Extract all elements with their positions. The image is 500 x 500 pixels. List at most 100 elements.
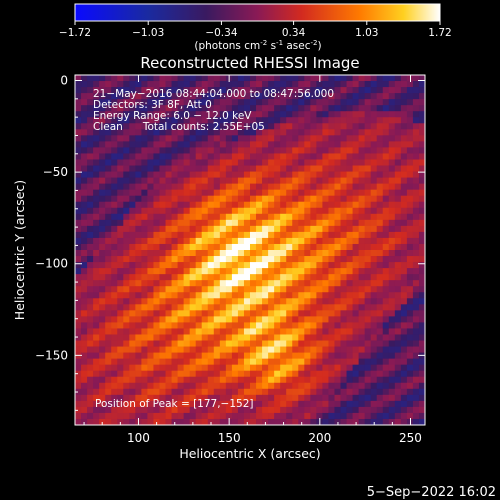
heatmap-cell bbox=[322, 231, 329, 239]
heatmap-cell bbox=[225, 352, 233, 360]
heatmap-cell bbox=[340, 231, 347, 239]
heatmap-cell bbox=[352, 123, 360, 130]
heatmap-cell bbox=[382, 111, 390, 118]
heatmap-cell bbox=[370, 153, 378, 160]
heatmap-cell bbox=[153, 322, 160, 329]
heatmap-cell bbox=[250, 243, 257, 251]
heatmap-cell bbox=[243, 129, 251, 136]
heatmap-cell bbox=[394, 93, 402, 100]
heatmap-cell bbox=[298, 328, 305, 335]
heatmap-cell bbox=[177, 207, 185, 215]
heatmap-cell bbox=[346, 388, 353, 396]
heatmap-cell bbox=[225, 328, 233, 335]
heatmap-cell bbox=[376, 358, 384, 366]
heatmap-cell bbox=[87, 262, 94, 269]
heatmap-cell bbox=[129, 310, 136, 317]
heatmap-cell bbox=[292, 111, 299, 118]
heatmap-cell bbox=[243, 280, 251, 287]
heatmap-cell bbox=[159, 213, 166, 221]
heatmap-cell bbox=[213, 225, 221, 233]
heatmap-cell bbox=[328, 189, 335, 197]
heatmap-cell bbox=[268, 141, 275, 148]
heatmap-cell bbox=[262, 340, 269, 347]
heatmap-cell bbox=[93, 177, 100, 185]
heatmap-cell bbox=[322, 250, 329, 257]
heatmap-cell bbox=[183, 195, 191, 203]
heatmap-cell bbox=[388, 111, 396, 118]
heatmap-cell bbox=[328, 364, 335, 372]
heatmap-cell bbox=[159, 99, 166, 106]
heatmap-cell bbox=[99, 322, 106, 329]
heatmap-cell bbox=[219, 243, 227, 251]
heatmap-cell bbox=[364, 382, 372, 390]
heatmap-cell bbox=[250, 105, 257, 112]
heatmap-cell bbox=[237, 237, 245, 245]
heatmap-cell bbox=[250, 111, 257, 118]
heatmap-cell bbox=[159, 340, 166, 347]
heatmap-cell bbox=[292, 159, 299, 166]
heatmap-cell bbox=[304, 141, 311, 148]
heatmap-cell bbox=[99, 129, 106, 136]
heatmap-cell bbox=[189, 141, 197, 148]
heatmap-cell bbox=[213, 412, 221, 420]
heatmap-cell bbox=[310, 243, 317, 251]
heatmap-cell bbox=[316, 352, 323, 360]
heatmap-cell bbox=[219, 99, 227, 106]
heatmap-cell bbox=[256, 93, 263, 100]
heatmap-cell bbox=[75, 316, 82, 323]
heatmap-cell bbox=[388, 406, 396, 414]
heatmap-cell bbox=[250, 316, 257, 323]
heatmap-cell bbox=[328, 153, 335, 160]
heatmap-cell bbox=[382, 274, 390, 281]
heatmap-cell bbox=[274, 129, 281, 136]
heatmap-cell bbox=[129, 81, 136, 88]
colorbar-tick-label: 1.03 bbox=[355, 27, 378, 39]
heatmap-cell bbox=[81, 189, 88, 197]
heatmap-cell bbox=[141, 117, 148, 124]
heatmap-cell bbox=[225, 141, 233, 148]
heatmap-cell bbox=[141, 322, 148, 329]
heatmap-cell bbox=[81, 195, 88, 203]
heatmap-cell bbox=[304, 316, 311, 323]
heatmap-cell bbox=[183, 298, 191, 305]
heatmap-cell bbox=[135, 310, 142, 317]
heatmap-cell bbox=[87, 322, 94, 329]
heatmap-cell bbox=[316, 111, 323, 118]
heatmap-cell bbox=[93, 250, 100, 257]
heatmap-cell bbox=[135, 304, 142, 311]
heatmap-cell bbox=[400, 99, 408, 106]
heatmap-cell bbox=[322, 99, 329, 106]
heatmap-cell bbox=[159, 243, 166, 251]
heatmap-cell bbox=[201, 340, 209, 347]
heatmap-cell bbox=[123, 213, 130, 221]
heatmap-cell bbox=[237, 358, 245, 366]
heatmap-cell bbox=[207, 87, 215, 94]
heatmap-cell bbox=[418, 292, 425, 299]
heatmap-cell bbox=[123, 376, 130, 384]
heatmap-cell bbox=[153, 117, 160, 124]
heatmap-cell bbox=[231, 340, 239, 347]
heatmap-cell bbox=[382, 171, 390, 178]
heatmap-cell bbox=[171, 340, 178, 347]
heatmap-cell bbox=[207, 213, 215, 221]
heatmap-cell bbox=[201, 376, 209, 384]
heatmap-cell bbox=[400, 111, 408, 118]
heatmap-cell bbox=[250, 219, 257, 227]
heatmap-cell bbox=[129, 225, 136, 233]
heatmap-cell bbox=[334, 280, 341, 287]
heatmap-cell bbox=[93, 304, 100, 311]
heatmap-cell bbox=[177, 388, 185, 396]
heatmap-cell bbox=[87, 219, 94, 227]
heatmap-cell bbox=[256, 99, 263, 106]
heatmap-cell bbox=[376, 346, 384, 353]
heatmap-cell bbox=[250, 412, 257, 420]
heatmap-cell bbox=[394, 81, 402, 88]
heatmap-cell bbox=[189, 292, 197, 299]
heatmap-cell bbox=[250, 280, 257, 287]
heatmap-cell bbox=[219, 75, 227, 82]
heatmap-cell bbox=[364, 237, 372, 245]
heatmap-cell bbox=[310, 135, 317, 142]
heatmap-cell bbox=[376, 75, 384, 82]
heatmap-cell bbox=[105, 231, 112, 239]
heatmap-cell bbox=[219, 105, 227, 112]
